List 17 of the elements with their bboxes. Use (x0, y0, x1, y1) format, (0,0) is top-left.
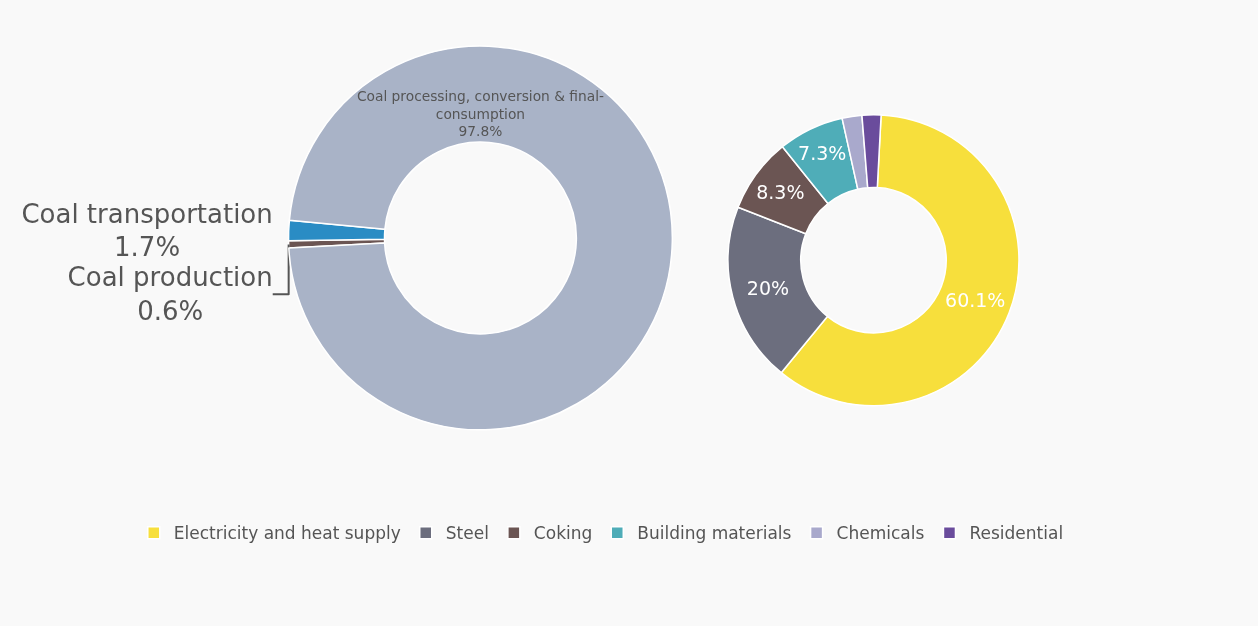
legend-label: Residential (969, 523, 1064, 544)
data-label: 1.7% (114, 232, 181, 263)
data-label: 97.8% (458, 123, 503, 140)
legend-label: Electricity and heat supply (173, 523, 401, 544)
legend-label: Steel (445, 523, 489, 544)
slice-label: Coal production (67, 262, 273, 293)
data-label: 0.6% (137, 296, 204, 327)
slice-label: Coal processing, conversion & final-consumption (356, 87, 605, 122)
donut-slice (288, 45, 674, 431)
data-label: 20% (746, 276, 790, 299)
slice-label: Coal transportation (21, 198, 273, 229)
legend-label: Building materials (637, 523, 792, 544)
legend-label: Coking (533, 523, 593, 544)
data-label: 7.3% (798, 142, 847, 165)
legend-label: Chemicals (836, 523, 925, 544)
data-label: 60.1% (945, 288, 1006, 311)
data-label: 8.3% (756, 180, 805, 203)
